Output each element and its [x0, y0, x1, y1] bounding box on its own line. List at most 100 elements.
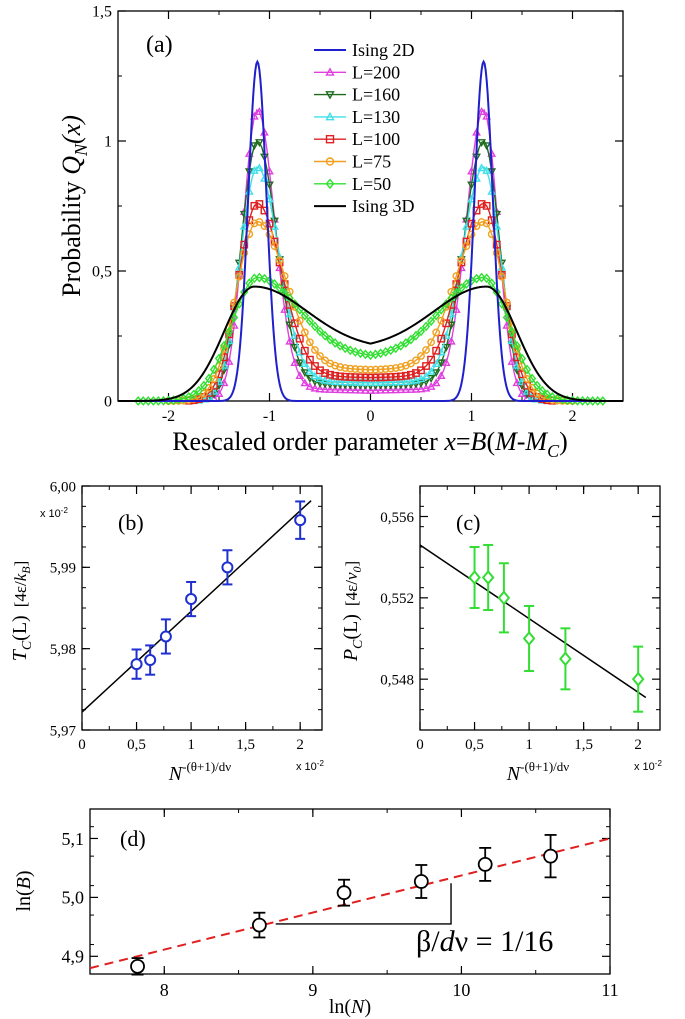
series-point-L200: [426, 381, 436, 390]
x-tick-label: 2: [296, 737, 304, 753]
series-point-L130: [396, 377, 406, 386]
series-point-L130: [325, 376, 335, 385]
panel-b-label: (b): [118, 510, 144, 535]
series-point-L50: [204, 373, 214, 384]
series-point-L200: [446, 336, 456, 345]
series-point-L75: [457, 256, 466, 265]
series-point-L130: [421, 371, 431, 380]
series-point-L100: [432, 346, 441, 355]
series-point-L160: [255, 139, 264, 147]
x-tick-label: 0: [78, 737, 86, 753]
y-tick-label: 0,552: [380, 591, 414, 607]
series-point-L75: [376, 365, 385, 374]
series-point-L100: [437, 334, 446, 343]
legend-label-ising2d: Ising 2D: [352, 40, 415, 60]
x-tick-label: 10: [452, 980, 470, 1000]
panel-d-y-axis-label: ln(B): [13, 870, 35, 911]
x-tick-label: -2: [162, 408, 175, 425]
data-point: [631, 671, 645, 687]
series-point-L100: [417, 366, 425, 375]
data-point: [497, 590, 511, 606]
legend-label-ising3d: Ising 3D: [352, 196, 415, 216]
series-point-L50: [194, 385, 203, 396]
series-point-L200: [436, 371, 446, 380]
series-point-L75: [391, 364, 400, 372]
series-point-L160: [300, 369, 310, 378]
series-point-L160: [249, 142, 259, 151]
legend-label-L130: L=130: [352, 107, 400, 127]
data-point: [251, 917, 267, 933]
series-point-L100: [482, 201, 491, 210]
series-point-L75: [427, 338, 435, 347]
series-point-L75: [240, 248, 249, 257]
series-point-L50: [305, 316, 315, 327]
series-point-L130: [482, 165, 492, 174]
series-point-L50: [396, 340, 405, 351]
series-point-L130: [411, 375, 421, 384]
x-tick-label: 0,5: [127, 737, 146, 753]
series-point-L100: [391, 372, 400, 381]
series-point-L50: [346, 345, 355, 356]
series-line-L200: [213, 108, 528, 399]
series-point-L200: [391, 385, 401, 394]
series-point-L75: [280, 272, 289, 280]
series-point-L200: [421, 383, 431, 392]
series-point-L100: [204, 388, 213, 397]
series-point-L100: [300, 346, 309, 355]
series-point-L50: [553, 393, 562, 404]
panel-a-label: (a): [146, 32, 173, 58]
y-tick-label: 1: [104, 134, 112, 151]
series-point-L75: [311, 346, 319, 354]
series-point-L75: [432, 328, 441, 337]
series-point-L130: [350, 377, 360, 386]
data-point: [336, 885, 352, 901]
series-point-L160: [290, 343, 300, 352]
panel-b-x-multiplier: x 10-2: [296, 759, 324, 773]
x-tick-label: 1: [468, 408, 476, 425]
series-point-L75: [422, 346, 430, 354]
series-point-L130: [426, 366, 436, 375]
legend-label-L160: L=160: [352, 85, 400, 105]
series-point-L130: [265, 194, 274, 203]
data-point: [130, 658, 143, 671]
x-tick-label: 1: [187, 737, 195, 753]
series-point-L50: [189, 389, 198, 400]
y-tick-label: 4,9: [62, 947, 85, 967]
series-point-L200: [350, 385, 360, 394]
panel-b-y-axis-label: TC(L)[4ε/kB]: [9, 561, 35, 662]
series-point-L75: [492, 248, 501, 257]
series-point-L75: [462, 242, 471, 251]
series-point-L100: [366, 373, 375, 382]
series-point-L100: [477, 200, 486, 208]
series-point-L50: [533, 380, 542, 391]
series-point-L50: [512, 340, 522, 351]
series-point-L130: [305, 366, 315, 375]
series-line-ising2d: [118, 59, 623, 402]
panel-b-y-multiplier: x 10-2: [40, 506, 68, 520]
series-point-L50: [538, 385, 547, 396]
series-point-L160: [482, 142, 492, 151]
series-point-L130: [386, 377, 396, 386]
series-point-L130: [406, 376, 416, 385]
y-tick-label: 0,556: [380, 510, 414, 526]
series-point-L75: [250, 219, 259, 228]
series-line-L50: [138, 276, 603, 402]
series-point-L75: [497, 272, 506, 281]
legend-label-L200: L=200: [352, 62, 400, 82]
series-point-L75: [275, 256, 284, 265]
series-point-L50: [270, 279, 279, 289]
series-point-L100: [427, 355, 435, 364]
data-point: [522, 630, 536, 647]
panel-c-points: [419, 543, 647, 713]
series-point-L100: [356, 373, 365, 382]
series-point-L50: [517, 353, 527, 364]
data-point: [413, 874, 429, 889]
series-point-L50: [426, 316, 436, 327]
series-point-L200: [285, 336, 295, 345]
panel-a-series: [117, 59, 624, 406]
series-point-L200: [305, 381, 315, 390]
series-point-L75: [437, 316, 446, 325]
series-point-L50: [543, 389, 552, 400]
series-point-L130: [214, 377, 224, 386]
